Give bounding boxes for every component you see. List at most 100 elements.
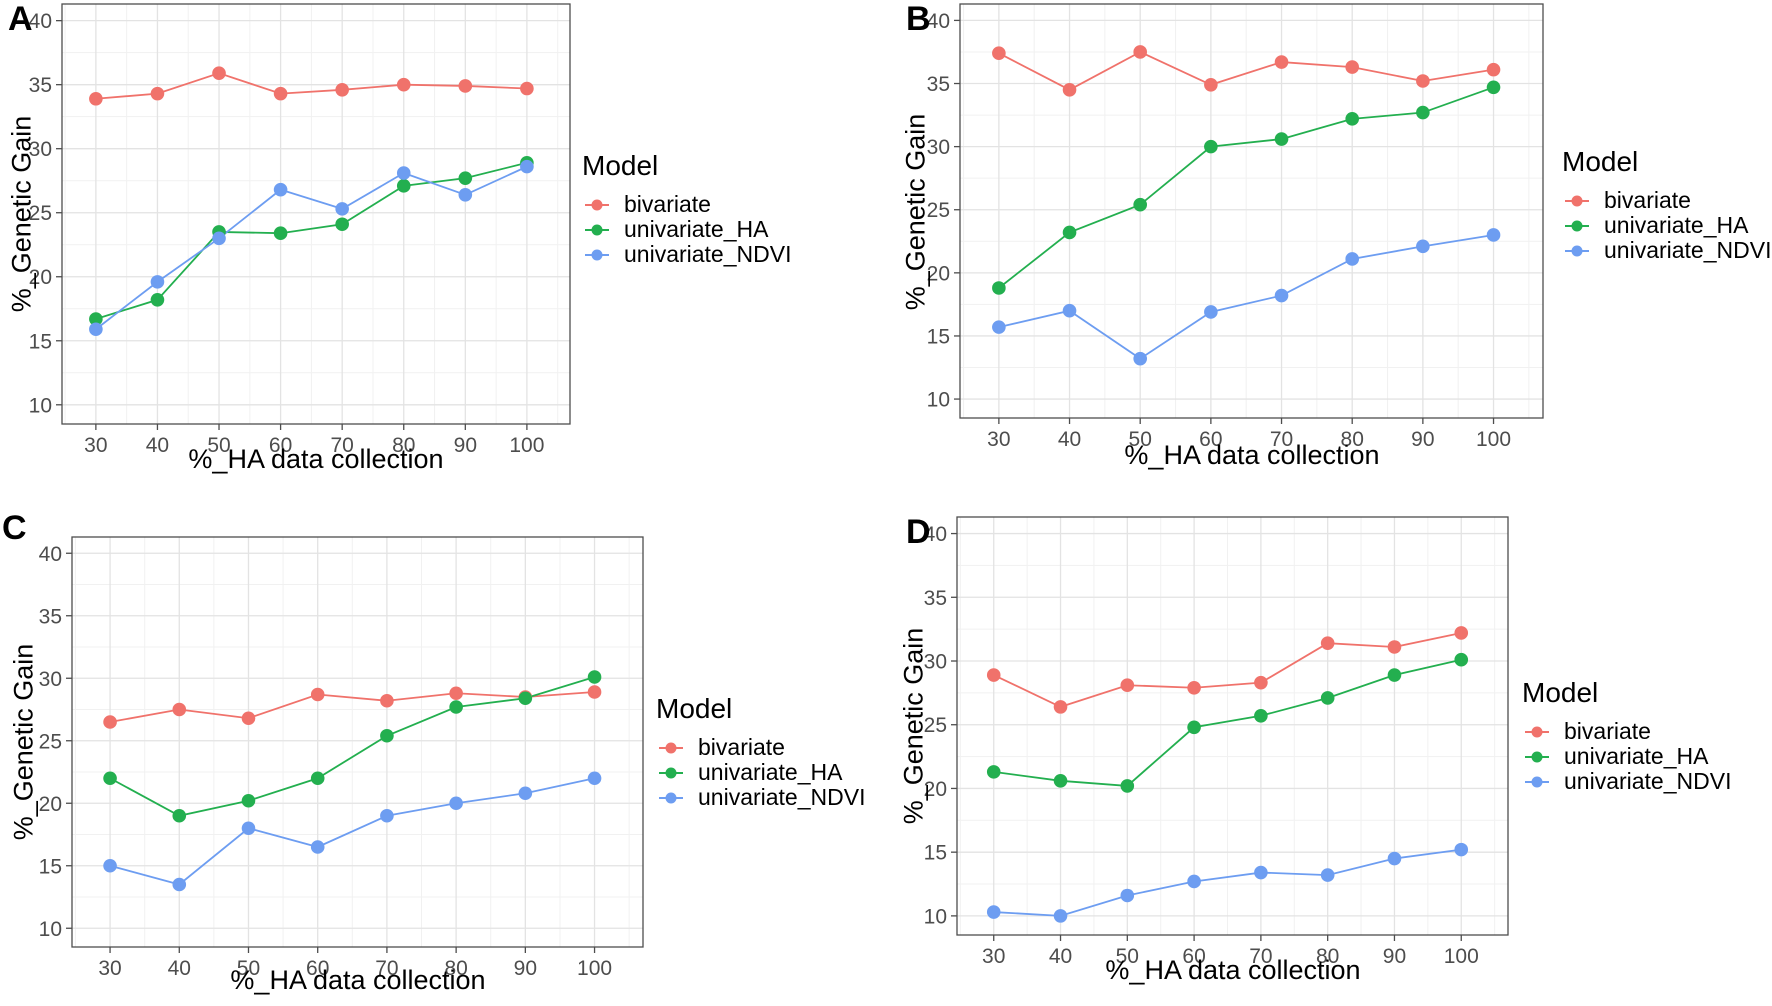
svg-text:30: 30 xyxy=(924,651,947,674)
svg-text:15: 15 xyxy=(927,325,950,348)
legend-key-bivariate-icon xyxy=(1525,726,1549,737)
svg-text:15: 15 xyxy=(29,330,52,353)
svg-text:90: 90 xyxy=(1383,945,1406,968)
svg-text:25: 25 xyxy=(924,714,947,737)
svg-text:35: 35 xyxy=(39,605,62,628)
legend-title: Model xyxy=(582,150,659,181)
legend-item-univariate-ndvi: univariate_NDVI xyxy=(1522,769,1731,794)
svg-text:20: 20 xyxy=(39,793,62,816)
legend-item-univariate-ndvi: univariate_NDVI xyxy=(656,785,865,810)
svg-text:30: 30 xyxy=(982,945,1005,968)
panel-D: 30 40 50 60 70 80 90 100 10 15 20 25 30 35 40 D %_Gene… xyxy=(886,503,1772,1006)
svg-text:90: 90 xyxy=(454,434,477,457)
legend-key-univariate-ndvi-icon xyxy=(1565,245,1589,256)
legend-key-univariate-ha-icon xyxy=(659,767,683,778)
svg-text:40: 40 xyxy=(146,434,169,457)
svg-text:30: 30 xyxy=(98,957,121,980)
svg-text:35: 35 xyxy=(29,74,52,97)
svg-text:10: 10 xyxy=(39,918,62,941)
legend-title: Model xyxy=(1522,677,1599,708)
svg-text:100: 100 xyxy=(1444,945,1479,968)
svg-text:80: 80 xyxy=(444,957,467,980)
legend-key-univariate-ndvi-icon xyxy=(1525,776,1549,787)
svg-text:40: 40 xyxy=(927,10,950,33)
panel-A-legend: Model bivariate univariate_HA univariate… xyxy=(582,150,791,267)
legend-key-univariate-ha-icon xyxy=(1525,751,1549,762)
panel-C-legend: Model bivariate univariate_HA univariate… xyxy=(656,693,865,810)
svg-text:50: 50 xyxy=(1116,945,1139,968)
panel-B-x-axis-title: %_HA data collection xyxy=(1124,440,1380,470)
svg-text:30: 30 xyxy=(927,136,950,159)
svg-text:40: 40 xyxy=(39,543,62,566)
svg-text:100: 100 xyxy=(509,434,544,457)
panel-D-letter: D xyxy=(906,513,931,551)
legend-key-univariate-ndvi-icon xyxy=(659,792,683,803)
svg-text:30: 30 xyxy=(84,434,107,457)
svg-text:35: 35 xyxy=(924,587,947,610)
legend-label-univariate-ndvi: univariate_NDVI xyxy=(698,784,866,810)
legend-key-bivariate-icon xyxy=(585,199,609,210)
panel-B-letter: B xyxy=(906,0,931,38)
svg-text:80: 80 xyxy=(1316,945,1339,968)
legend-label-bivariate: bivariate xyxy=(1564,718,1651,744)
svg-text:50: 50 xyxy=(237,957,260,980)
svg-text:15: 15 xyxy=(39,855,62,878)
panel-C: 30 40 50 60 70 80 90 100 10 15 20 25 30 35 40 C %_Gene… xyxy=(0,503,886,1006)
svg-text:80: 80 xyxy=(392,434,415,457)
legend-item-univariate-ha: univariate_HA xyxy=(656,760,865,785)
svg-text:25: 25 xyxy=(29,202,52,225)
svg-text:50: 50 xyxy=(207,434,230,457)
svg-text:30: 30 xyxy=(39,668,62,691)
legend-item-bivariate: bivariate xyxy=(1562,188,1771,213)
legend-key-bivariate-icon xyxy=(1565,195,1589,206)
panel-B-plot: 30 40 50 60 70 80 90 100 10 15 20 25 30 35 40 xyxy=(927,3,1544,451)
panel-B-y-axis-title: %_Genetic Gain xyxy=(900,113,931,311)
svg-text:40: 40 xyxy=(1049,945,1072,968)
svg-text:40: 40 xyxy=(168,957,191,980)
panel-A-plot: 30 40 50 60 70 80 90 100 10 15 20 25 30 35 40 xyxy=(29,3,571,457)
svg-text:60: 60 xyxy=(1182,945,1205,968)
legend-item-univariate-ndvi: univariate_NDVI xyxy=(1562,238,1771,263)
svg-text:60: 60 xyxy=(306,957,329,980)
svg-text:40: 40 xyxy=(29,10,52,33)
legend-label-univariate-ndvi: univariate_NDVI xyxy=(1604,237,1772,263)
panel-D-x-axis-title: %_HA data collection xyxy=(1105,955,1361,985)
legend-label-bivariate: bivariate xyxy=(1604,187,1691,213)
svg-text:80: 80 xyxy=(1341,428,1364,451)
panel-A: 30 40 50 60 70 80 90 100 10 15 20 25 30 35 40 A %_Gene… xyxy=(0,0,886,503)
panel-A-letter: A xyxy=(8,0,33,38)
panel-D-plot: 30 40 50 60 70 80 90 100 10 15 20 25 30 35 40 xyxy=(924,516,1509,968)
legend-label-univariate-ha: univariate_HA xyxy=(1564,743,1709,769)
svg-text:20: 20 xyxy=(927,262,950,285)
legend-key-univariate-ha-icon xyxy=(1565,220,1589,231)
legend-item-bivariate: bivariate xyxy=(1522,719,1731,744)
panel-B: 30 40 50 60 70 80 90 100 10 15 20 25 30 35 40 B %_Gene… xyxy=(886,0,1772,503)
panel-D-y-axis-title: %_Genetic Gain xyxy=(898,627,929,825)
legend-item-univariate-ha: univariate_HA xyxy=(582,217,791,242)
svg-text:10: 10 xyxy=(927,389,950,412)
svg-text:60: 60 xyxy=(269,434,292,457)
legend-key-univariate-ha-icon xyxy=(585,224,609,235)
panel-C-y-axis-title: %_Genetic Gain xyxy=(8,643,39,841)
legend-label-univariate-ndvi: univariate_NDVI xyxy=(624,241,792,267)
legend-key-univariate-ndvi-icon xyxy=(585,249,609,260)
legend-key-bivariate-icon xyxy=(659,742,683,753)
panel-C-x-axis-title: %_HA data collection xyxy=(230,965,486,995)
svg-text:70: 70 xyxy=(375,957,398,980)
panel-B-legend: Model bivariate univariate_HA univariate… xyxy=(1562,146,1771,263)
legend-item-bivariate: bivariate xyxy=(582,192,791,217)
svg-text:10: 10 xyxy=(29,394,52,417)
panel-D-legend: Model bivariate univariate_HA univariate… xyxy=(1522,677,1731,794)
legend-item-bivariate: bivariate xyxy=(656,735,865,760)
svg-text:70: 70 xyxy=(1249,945,1272,968)
svg-text:50: 50 xyxy=(1129,428,1152,451)
svg-text:90: 90 xyxy=(1411,428,1434,451)
legend-label-bivariate: bivariate xyxy=(698,734,785,760)
legend-label-univariate-ndvi: univariate_NDVI xyxy=(1564,768,1732,794)
legend-title: Model xyxy=(1562,146,1639,177)
legend-label-bivariate: bivariate xyxy=(624,191,711,217)
svg-text:20: 20 xyxy=(29,266,52,289)
svg-text:25: 25 xyxy=(927,199,950,222)
panel-A-x-axis-title: %_HA data collection xyxy=(188,444,444,474)
